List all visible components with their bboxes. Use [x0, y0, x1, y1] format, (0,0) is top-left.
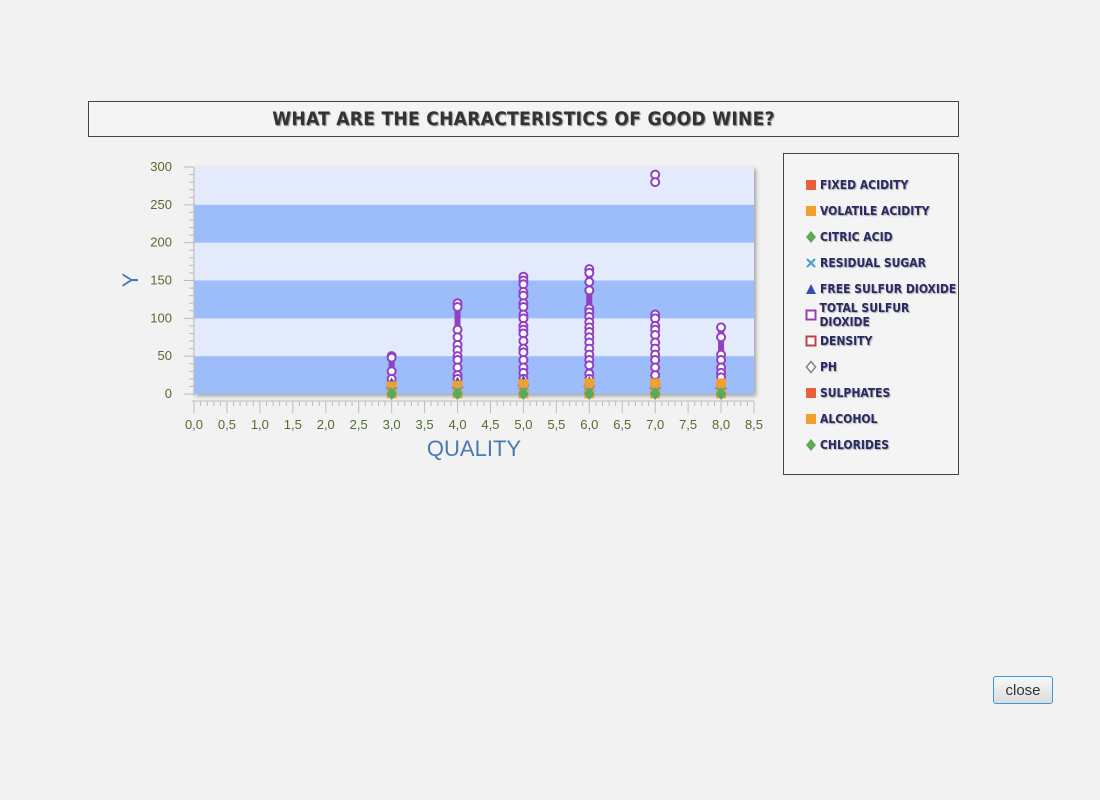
point-alcohol: [650, 378, 661, 389]
y-tick-label: 100: [150, 310, 172, 325]
legend-item[interactable]: FREE SULFUR DIOXIDE: [804, 280, 956, 298]
x-tick-label: 2,0: [317, 417, 335, 432]
x-tick-label: 4,0: [448, 417, 466, 432]
legend-item[interactable]: CHLORIDES: [804, 436, 889, 454]
point-total-sulfur-dioxide: [584, 285, 595, 296]
point-chlorides: [518, 388, 529, 400]
legend-square-open-icon: [805, 335, 817, 347]
point-chlorides: [584, 388, 595, 400]
legend-square-icon: [806, 180, 816, 190]
point-alcohol: [584, 378, 595, 389]
point-total-sulfur-dioxide: [452, 301, 463, 312]
point-total-sulfur-dioxide: [584, 267, 595, 278]
chart-title: WHAT ARE THE CHARACTERISTICS OF GOOD WIN…: [272, 108, 775, 130]
legend-item[interactable]: ALCOHOL: [804, 410, 877, 428]
legend-item[interactable]: CITRIC ACID: [804, 228, 893, 246]
grid-band: [194, 204, 754, 243]
point-chlorides: [386, 388, 397, 400]
x-tick-label: 6,0: [580, 417, 598, 432]
chart-title-box: WHAT ARE THE CHARACTERISTICS OF GOOD WIN…: [88, 101, 959, 137]
close-button[interactable]: close: [993, 676, 1053, 704]
grid-band: [194, 280, 754, 319]
y-tick-label: 150: [150, 273, 172, 288]
legend-label: CITRIC ACID: [820, 230, 893, 244]
legend-square-icon: [806, 388, 816, 398]
legend-item[interactable]: DENSITY: [804, 332, 872, 350]
x-tick-label: 0,0: [185, 417, 203, 432]
x-tick-label: 2,5: [350, 417, 368, 432]
legend-label: FREE SULFUR DIOXIDE: [820, 282, 957, 296]
point-chlorides: [650, 388, 661, 400]
point-total-sulfur-dioxide: [386, 352, 397, 363]
y-tick-label: 300: [150, 159, 172, 174]
legend-label: VOLATILE ACIDITY: [820, 204, 930, 218]
point-alcohol: [386, 381, 397, 392]
legend-triangle-icon: [806, 284, 816, 294]
legend-label: CHLORIDES: [820, 438, 890, 452]
legend-item[interactable]: FIXED ACIDITY: [804, 176, 908, 194]
x-tick-label: 3,0: [383, 417, 401, 432]
point-alcohol: [452, 380, 463, 391]
legend-label: SULPHATES: [820, 386, 891, 400]
legend-square-icon: [806, 414, 816, 424]
point-total-sulfur-dioxide: [584, 360, 595, 371]
x-tick-label: 1,0: [251, 417, 269, 432]
point-total-sulfur-dioxide: [650, 177, 661, 188]
x-tick-label: 8,0: [712, 417, 730, 432]
legend-label: PH: [820, 360, 837, 374]
point-alcohol: [716, 378, 727, 389]
legend-label: TOTAL SULFUR DIOXIDE: [819, 301, 910, 329]
scatter-chart: 0 50 100 150 200 250 300 0,0 0,5 1,0 1,5 2,0 2,5 3,0 3…: [118, 159, 763, 461]
y-tick-label: 250: [150, 197, 172, 212]
legend-square-open-icon: [805, 309, 817, 321]
x-tick-label: 5,5: [547, 417, 565, 432]
x-tick-label: 7,5: [679, 417, 697, 432]
x-tick-label: 6,5: [613, 417, 631, 432]
point-total-sulfur-dioxide: [716, 332, 727, 343]
point-chlorides: [716, 388, 727, 400]
x-tick-label: 3,5: [416, 417, 434, 432]
point-alcohol: [518, 379, 529, 390]
legend-diamond-icon: [806, 231, 816, 243]
legend-item[interactable]: PH: [804, 358, 837, 376]
x-tick-label: 4,5: [481, 417, 499, 432]
y-axis-title: Y: [118, 272, 143, 287]
legend: FIXED ACIDITY VOLATILE ACIDITY CITRIC ACID…: [783, 153, 959, 475]
x-tick-label: 7,0: [646, 417, 664, 432]
legend-diamond-open-icon: [805, 360, 817, 374]
point-chlorides: [452, 388, 463, 400]
y-tick-label: 200: [150, 235, 172, 250]
point-total-sulfur-dioxide: [716, 322, 727, 333]
legend-label: ALCOHOL: [820, 412, 878, 426]
grid-band: [194, 356, 754, 394]
legend-item[interactable]: VOLATILE ACIDITY: [804, 202, 929, 220]
legend-label: DENSITY: [820, 334, 873, 348]
legend-diamond-icon: [806, 439, 816, 451]
legend-square-icon: [806, 206, 816, 216]
legend-cross-icon: [806, 258, 816, 268]
y-tick-label: 0: [165, 386, 172, 401]
x-tick-label: 1,5: [284, 417, 302, 432]
x-axis-title: QUALITY: [427, 436, 521, 461]
legend-label: FIXED ACIDITY: [820, 178, 909, 192]
legend-label: RESIDUAL SUGAR: [820, 256, 926, 270]
legend-item[interactable]: TOTAL SULFUR DIOXIDE: [804, 301, 958, 329]
x-tick-label: 5,0: [514, 417, 532, 432]
x-tick-label: 0,5: [218, 417, 236, 432]
point-total-sulfur-dioxide: [584, 277, 595, 288]
legend-item[interactable]: RESIDUAL SUGAR: [804, 254, 926, 272]
x-tick-label: 8,5: [745, 417, 763, 432]
y-tick-label: 50: [158, 348, 172, 363]
legend-item[interactable]: SULPHATES: [804, 384, 890, 402]
